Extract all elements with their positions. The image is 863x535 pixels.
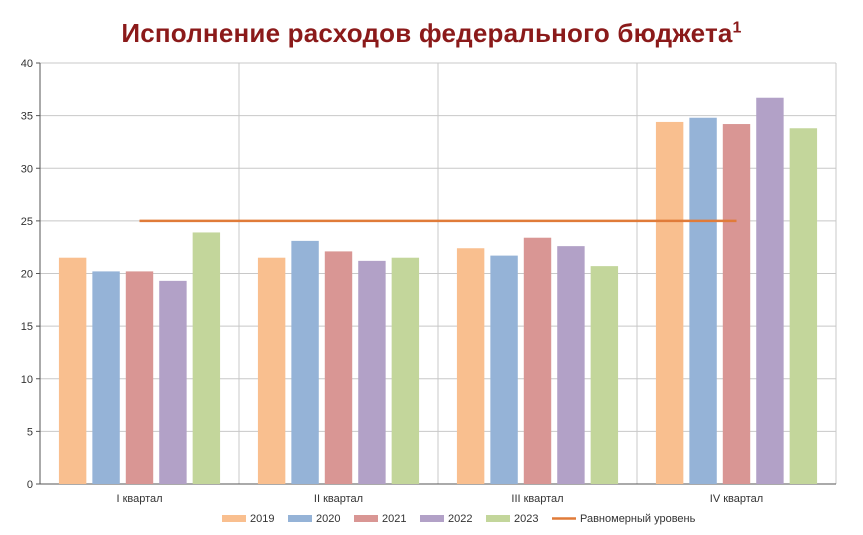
y-tick-label: 5 xyxy=(27,426,33,438)
y-tick-label: 10 xyxy=(21,374,33,386)
bar-2020 xyxy=(291,240,319,484)
bar-2021 xyxy=(722,124,751,485)
bar-2020 xyxy=(689,117,717,484)
legend-swatch-2023 xyxy=(486,515,510,522)
bar-2019 xyxy=(257,257,286,484)
bar-2023 xyxy=(391,257,420,484)
legend-label-2021: 2021 xyxy=(382,513,406,525)
bar-2022 xyxy=(557,246,585,484)
chart-title: Исполнение расходов федерального бюджета… xyxy=(121,18,742,48)
category-label: III квартал xyxy=(511,493,563,505)
category-label: I квартал xyxy=(116,493,162,505)
legend-label-2023: 2023 xyxy=(514,513,538,525)
legend-label-2020: 2020 xyxy=(316,513,340,525)
bar-2019 xyxy=(655,121,684,484)
bar-2023 xyxy=(789,128,818,484)
legend-swatch-2022 xyxy=(420,515,444,522)
y-tick-label: 25 xyxy=(21,216,33,228)
title-footnote-marker: 1 xyxy=(732,19,742,37)
category-label: IV квартал xyxy=(710,493,763,505)
bar-2021 xyxy=(125,271,154,484)
y-tick-label: 30 xyxy=(21,163,33,175)
legend-swatch-2020 xyxy=(288,515,312,522)
y-tick-label: 35 xyxy=(21,111,33,123)
legend-swatch-2019 xyxy=(222,515,246,522)
bar-2021 xyxy=(523,237,552,484)
bar-2023 xyxy=(192,232,221,484)
bar-2020 xyxy=(490,255,518,484)
y-tick-label: 20 xyxy=(21,269,33,281)
legend-label-reference: Равномерный уровень xyxy=(580,513,696,525)
bar-2021 xyxy=(324,251,353,484)
legend-swatch-2021 xyxy=(354,515,378,522)
bar-2022 xyxy=(358,260,386,484)
y-tick-label: 0 xyxy=(27,479,33,491)
legend-label-2022: 2022 xyxy=(448,513,472,525)
bar-2020 xyxy=(92,271,120,484)
category-label: II квартал xyxy=(314,493,363,505)
bar-2023 xyxy=(590,266,619,484)
y-tick-label: 40 xyxy=(21,58,33,70)
y-tick-label: 15 xyxy=(21,321,33,333)
bar-2019 xyxy=(58,257,87,484)
bar-2022 xyxy=(159,280,187,484)
bar-2019 xyxy=(456,248,485,484)
legend-label-2019: 2019 xyxy=(250,513,274,525)
bar-2022 xyxy=(756,97,784,485)
